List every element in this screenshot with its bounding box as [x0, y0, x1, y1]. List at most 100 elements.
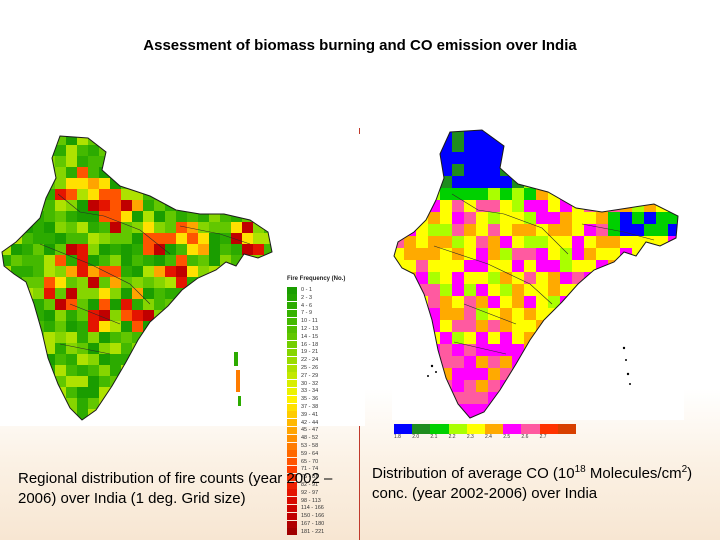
colorbar-segment: [485, 424, 504, 434]
co-cell: [394, 284, 404, 296]
co-cell: [584, 164, 596, 176]
co-cell: [560, 152, 572, 164]
fire-cell: [187, 178, 198, 189]
fire-cell: [121, 288, 132, 299]
fire-cell: [55, 299, 66, 310]
fire-cell: [121, 299, 132, 310]
fire-cell: [66, 136, 77, 145]
fire-cell: [132, 277, 143, 288]
co-cell: [656, 224, 668, 236]
fire-cell: [66, 211, 77, 222]
co-cell: [656, 308, 668, 320]
co-cell: [572, 236, 584, 248]
co-cell: [608, 140, 620, 152]
fire-cell: [242, 365, 253, 376]
co-cell: [572, 320, 584, 332]
co-cell: [500, 236, 512, 248]
fire-cell: [44, 387, 55, 398]
co-cell: [524, 380, 536, 392]
co-cell: [584, 224, 596, 236]
fire-cell: [77, 233, 88, 244]
fire-cell: [22, 266, 33, 277]
co-cell: [512, 200, 524, 212]
co-cell: [620, 130, 632, 140]
fire-cell: [22, 136, 33, 145]
fire-cell: [275, 376, 286, 387]
fire-cell: [154, 354, 165, 365]
fire-cell: [242, 136, 253, 145]
co-cell: [464, 392, 476, 404]
legend-swatch: [287, 520, 297, 528]
co-cell: [394, 200, 404, 212]
fire-cell: [253, 266, 264, 277]
fire-cell: [55, 136, 66, 145]
co-cell: [644, 332, 656, 344]
co-cell: [488, 296, 500, 308]
fire-cell: [77, 310, 88, 321]
fire-cell: [66, 343, 77, 354]
island-dots: [427, 346, 631, 385]
co-cell: [632, 416, 644, 418]
fire-cell: [99, 189, 110, 200]
fire-cell: [110, 420, 121, 426]
legend-row: 12 - 13: [287, 325, 318, 333]
fire-cell: [187, 387, 198, 398]
fire-cell: [55, 343, 66, 354]
fire-cell: [22, 354, 33, 365]
co-cell: [548, 296, 560, 308]
colorbar-segment: [503, 424, 522, 434]
fire-cell: [264, 266, 272, 277]
co-cell: [536, 404, 548, 416]
co-cell: [452, 140, 464, 152]
co-cell: [476, 356, 488, 368]
co-cell: [476, 152, 488, 164]
legend-swatch: [287, 450, 297, 458]
co-cell: [668, 416, 678, 418]
co-cell: [440, 356, 452, 368]
fire-cell: [33, 299, 44, 310]
co-cell: [632, 130, 644, 140]
fire-cell: [286, 233, 290, 244]
fire-cell: [198, 365, 209, 376]
legend-label: 22 - 24: [301, 357, 319, 364]
fire-cell: [220, 343, 231, 354]
co-map-svg: [393, 129, 684, 419]
fire-cell: [264, 398, 272, 409]
fire-cell: [99, 136, 110, 145]
fire-cell: [2, 156, 11, 167]
fire-cell: [264, 200, 272, 211]
co-cell: [548, 392, 560, 404]
fire-cell: [110, 365, 121, 376]
fire-cell: [110, 266, 121, 277]
co-cell: [560, 332, 572, 344]
co-cell: [404, 344, 416, 356]
legend-label: 12 - 13: [301, 326, 319, 332]
fire-cell: [154, 420, 165, 426]
fire-cell: [286, 244, 290, 255]
co-cell: [476, 140, 488, 152]
co-cell: [440, 404, 452, 416]
co-cell: [500, 320, 512, 332]
co-cell: [548, 224, 560, 236]
fire-cell: [11, 332, 22, 343]
fire-cell: [110, 343, 121, 354]
co-cell: [668, 380, 678, 392]
fire-cell: [33, 354, 44, 365]
co-cell: [440, 272, 452, 284]
fire-cell: [275, 233, 286, 244]
fire-cell: [198, 233, 209, 244]
fire-cell: [66, 167, 77, 178]
fire-cell: [22, 332, 33, 343]
fire-cell: [121, 136, 132, 145]
colorbar-ticks: 1.8 2.0 2.1 2.2 2.3 2.4 2.5 2.6 2.7: [394, 434, 576, 442]
co-cell: [680, 272, 684, 284]
fire-cell: [264, 222, 272, 233]
fire-cell: [77, 145, 88, 156]
co-cell: [560, 236, 572, 248]
fire-cell: [121, 332, 132, 343]
fire-cell: [121, 365, 132, 376]
fire-cell: [22, 189, 33, 200]
legend-swatch: [287, 497, 297, 505]
co-cell: [632, 212, 644, 224]
